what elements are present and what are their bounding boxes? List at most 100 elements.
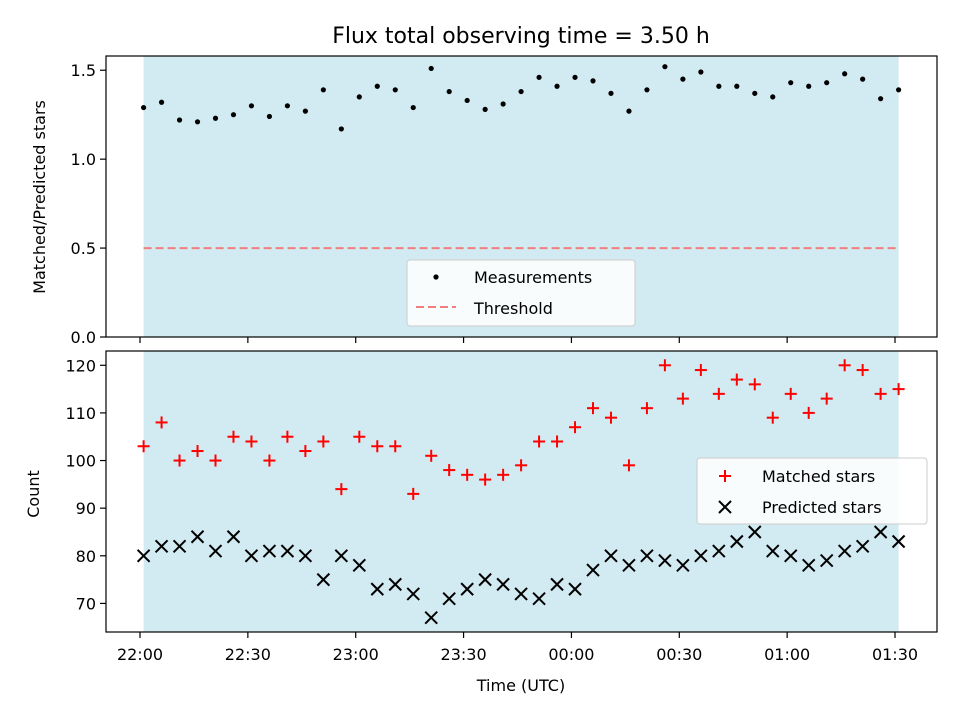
predicted-star-point (837, 544, 852, 558)
matched-star-point (371, 440, 384, 453)
top-y-axis-label: Matched/Predicted stars (30, 100, 49, 294)
measurement-point (734, 83, 740, 89)
matched-star-point (640, 402, 653, 415)
measurement-point (428, 65, 434, 72)
measurement-point (608, 90, 614, 96)
predicted-star-point (208, 544, 223, 558)
predicted-star-point (568, 582, 582, 596)
matched-star-point (245, 435, 258, 448)
measurement-point (752, 90, 758, 96)
predicted-star-point (640, 549, 654, 563)
measurement-point (374, 83, 380, 89)
predicted-star-point (712, 544, 726, 558)
measurement-point (500, 101, 506, 107)
measurement-point (716, 83, 722, 89)
legend-matched-marker (719, 470, 731, 482)
predicted-star-point (550, 577, 564, 592)
predicted-star-point (226, 530, 241, 544)
predicted-star-point (244, 549, 259, 563)
top-legend: Measurements Threshold (406, 259, 636, 327)
matched-star-point (335, 483, 348, 496)
predicted-star-point (766, 544, 780, 558)
bottom-y-tick-label: 110 (65, 404, 96, 423)
x-tick-label: 22:30 (225, 645, 271, 664)
predicted-star-point (334, 549, 349, 563)
matched-star-point (712, 387, 725, 400)
predicted-star-point (262, 544, 277, 558)
measurement-point (842, 71, 848, 77)
matched-star-point (191, 445, 204, 458)
matched-star-point (820, 392, 833, 405)
matched-star-point (227, 430, 240, 443)
predicted-star-point (478, 572, 492, 587)
matched-star-point (353, 430, 366, 443)
matched-star-point (694, 364, 707, 377)
measurement-point (806, 83, 812, 89)
measurement-point (895, 87, 902, 93)
measurement-point (770, 94, 776, 100)
legend-matched-label: Matched stars (762, 467, 875, 486)
matched-star-point (155, 416, 168, 429)
matched-star-point (317, 435, 330, 448)
measurement-point (788, 80, 794, 86)
x-axis-label: Time (UTC) (476, 676, 565, 695)
matched-star-point (874, 387, 887, 400)
matched-star-point (587, 402, 599, 415)
measurement-point (482, 106, 488, 112)
predicted-star-point (658, 553, 672, 568)
predicted-star-point (622, 558, 636, 573)
predicted-star-point (424, 611, 438, 625)
top-y-tick-label: 0.5 (71, 239, 96, 258)
predicted-star-point (154, 539, 169, 553)
measurement-point (176, 117, 183, 123)
measurement-point (212, 115, 219, 121)
x-tick-label: 22:00 (117, 645, 163, 664)
predicted-star-point (802, 558, 816, 573)
matched-star-point (299, 445, 312, 458)
measurement-point (392, 87, 398, 93)
legend-threshold-label: Threshold (473, 299, 553, 318)
matched-star-point (569, 421, 582, 434)
matched-star-point (748, 378, 761, 391)
matched-star-point (856, 364, 869, 377)
predicted-star-point (298, 549, 313, 563)
bottom-y-tick-label: 120 (65, 356, 96, 375)
measurement-point (662, 64, 668, 70)
measurement-point (284, 103, 291, 109)
predicted-star-point (514, 587, 528, 601)
predicted-star-point (280, 544, 295, 558)
bottom-y-tick-label: 70 (76, 594, 96, 613)
matched-star-point (209, 454, 222, 467)
measurement-point (446, 88, 452, 95)
predicted-star-point (676, 558, 690, 573)
measurement-point (572, 74, 578, 80)
matched-star-point (892, 383, 905, 396)
x-tick-label: 00:00 (548, 645, 594, 664)
measurement-point (194, 119, 201, 125)
measurement-point (158, 99, 165, 105)
matched-star-point (784, 387, 797, 400)
measurement-point (536, 74, 542, 80)
predicted-star-point (388, 577, 402, 592)
matched-star-point (281, 430, 294, 443)
predicted-star-point (586, 563, 600, 577)
bottom-y-tick-label: 80 (76, 547, 96, 566)
predicted-star-point (730, 534, 744, 549)
matched-star-point (802, 406, 815, 419)
measurement-point (338, 126, 344, 132)
matched-star-point (730, 373, 743, 386)
measurement-point (320, 87, 326, 93)
legend-predicted-marker (718, 500, 732, 514)
matched-star-point (263, 454, 276, 467)
matched-star-point (622, 459, 635, 472)
top-panel: 0.0 0.5 1.0 1.5 Measurements Threshold (71, 55, 938, 347)
measurement-point (356, 94, 362, 100)
measurement-point (410, 104, 416, 111)
matched-star-point (766, 411, 779, 424)
predicted-star-point (316, 572, 331, 587)
measurement-point (266, 113, 273, 120)
predicted-star-point (370, 582, 384, 596)
measurement-point (248, 103, 255, 109)
measurement-point (464, 97, 470, 104)
